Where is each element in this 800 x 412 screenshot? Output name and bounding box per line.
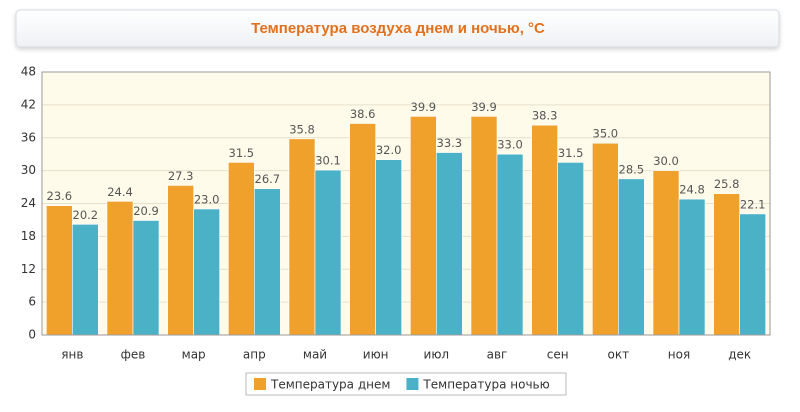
x-tick-label: окт (608, 348, 630, 362)
value-label: 24.8 (679, 183, 705, 197)
value-label: 22.1 (740, 197, 766, 211)
value-label: 20.2 (73, 208, 99, 222)
bar (713, 193, 740, 336)
value-label: 30.0 (653, 154, 679, 168)
value-label: 27.3 (168, 169, 194, 183)
value-label: 33.3 (437, 136, 463, 150)
bar (132, 220, 160, 336)
bar (72, 224, 99, 336)
x-tick-label: апр (243, 348, 266, 362)
value-label: 39.9 (411, 100, 437, 114)
bar (349, 123, 376, 336)
chart-title: Температура воздуха днем и ночью, °C (251, 20, 545, 37)
value-label: 25.8 (714, 177, 740, 191)
bar (531, 124, 558, 336)
bar (375, 159, 402, 336)
bar (618, 178, 645, 336)
bar (314, 169, 342, 336)
value-label: 38.3 (532, 109, 558, 123)
y-tick-label: 30 (21, 163, 36, 177)
value-label: 39.9 (471, 100, 497, 114)
bar (592, 142, 619, 336)
bar (46, 205, 73, 336)
legend-label: Температура днем (270, 378, 390, 392)
x-tick-label: дек (728, 348, 751, 362)
x-tick-label: фев (121, 348, 146, 362)
bar (193, 208, 220, 336)
value-label: 26.7 (255, 172, 281, 186)
bar (739, 213, 766, 336)
value-label: 30.1 (315, 154, 341, 168)
x-tick-label: янв (61, 348, 83, 362)
bar (678, 198, 706, 336)
bar (410, 116, 437, 336)
legend-label: Температура ночью (422, 378, 549, 392)
plot-border (41, 71, 771, 336)
x-tick-label: июл (424, 348, 450, 362)
value-label: 23.0 (194, 192, 220, 206)
y-tick-label: 12 (21, 262, 36, 276)
value-label: 28.5 (619, 162, 645, 176)
bar (228, 162, 255, 336)
bar (436, 152, 463, 336)
x-tick-label: сен (547, 348, 569, 362)
x-tick-label: июн (363, 348, 389, 362)
value-label: 31.5 (229, 146, 255, 160)
title-box (15, 9, 780, 48)
x-tick-label: ноя (668, 348, 690, 362)
bar (496, 153, 524, 336)
y-tick-label: 18 (21, 229, 36, 243)
bar (254, 188, 281, 336)
x-tick-label: авг (487, 348, 508, 362)
bar (288, 138, 316, 336)
value-label: 32.0 (376, 143, 402, 157)
value-label: 24.4 (107, 185, 133, 199)
x-tick-label: мар (182, 348, 206, 362)
bar (106, 201, 134, 336)
bar (557, 162, 584, 336)
y-tick-label: 42 (21, 97, 36, 111)
value-label: 35.0 (593, 127, 619, 141)
legend-box (245, 372, 567, 396)
y-tick-label: 24 (21, 196, 36, 210)
value-label: 20.9 (133, 204, 159, 218)
value-label: 31.5 (558, 146, 584, 160)
y-tick-label: 6 (28, 295, 36, 309)
legend-swatch (254, 378, 266, 390)
value-label: 33.0 (497, 138, 523, 152)
y-tick-label: 48 (21, 65, 36, 79)
bar (167, 185, 194, 336)
value-label: 38.6 (350, 107, 376, 121)
bar (470, 116, 498, 336)
y-tick-label: 36 (21, 130, 36, 144)
bar (652, 170, 680, 336)
x-tick-label: май (303, 348, 327, 362)
value-label: 23.6 (47, 189, 73, 203)
y-tick-label: 0 (28, 328, 36, 342)
value-label: 35.8 (289, 122, 315, 136)
legend-swatch (406, 378, 419, 390)
